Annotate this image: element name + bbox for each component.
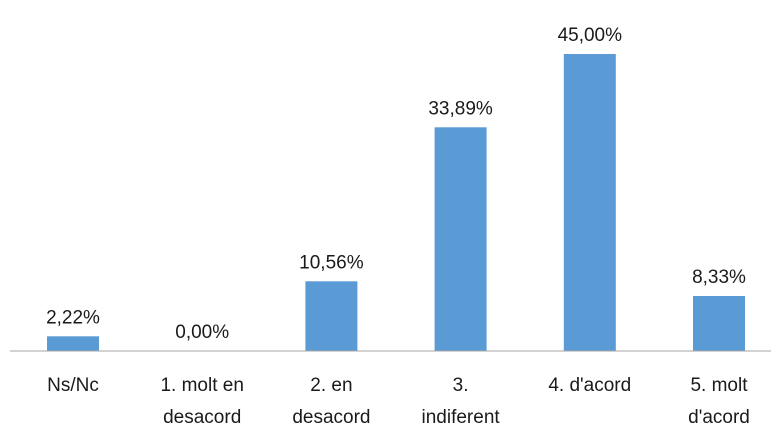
x-tick-label-0-line-0: Ns/Nc — [47, 375, 99, 396]
x-tick-label-3-line-1: indiferent — [422, 407, 501, 428]
bar-4 — [563, 54, 616, 351]
x-tick-label-3-line-0: 3. — [453, 375, 469, 396]
x-tick-label-2-line-1: desacord — [292, 407, 370, 428]
x-tick-label-5-line-0: 5. molt — [690, 375, 748, 396]
data-label-0: 2,22% — [46, 307, 100, 328]
data-label-2: 10,56% — [299, 252, 364, 273]
x-tick-label-5: 5. molt d'acord — [688, 375, 750, 428]
bar-3 — [434, 127, 487, 351]
x-tick-labels-group: Ns/Nc 1. molt en desacord 2. en desacord 3. in… — [47, 375, 750, 428]
bar-0 — [47, 336, 99, 351]
x-tick-label-1-line-0: 1. molt en — [160, 375, 243, 396]
data-labels-group: 2,22% 0,00% 10,56% 33,89% 45,00% 8,33% — [46, 25, 746, 343]
x-tick-label-2-line-0: 2. en — [310, 375, 352, 396]
data-label-3: 33,89% — [428, 98, 493, 119]
data-label-1: 0,00% — [175, 322, 229, 343]
bars-group — [47, 54, 745, 351]
x-tick-label-4: 4. d'acord — [548, 375, 631, 396]
data-label-5: 8,33% — [692, 267, 746, 288]
x-tick-label-5-line-1: d'acord — [688, 407, 750, 428]
x-tick-label-2: 2. en desacord — [292, 375, 370, 428]
data-label-4: 45,00% — [558, 25, 623, 46]
x-tick-label-1-line-1: desacord — [163, 407, 241, 428]
bar-5 — [693, 296, 745, 351]
x-tick-label-1: 1. molt en desacord — [160, 375, 243, 428]
x-tick-label-3: 3. indiferent — [422, 375, 501, 428]
x-tick-label-0: Ns/Nc — [47, 375, 99, 396]
bar-2 — [305, 281, 358, 351]
x-tick-label-4-line-0: 4. d'acord — [548, 375, 631, 396]
